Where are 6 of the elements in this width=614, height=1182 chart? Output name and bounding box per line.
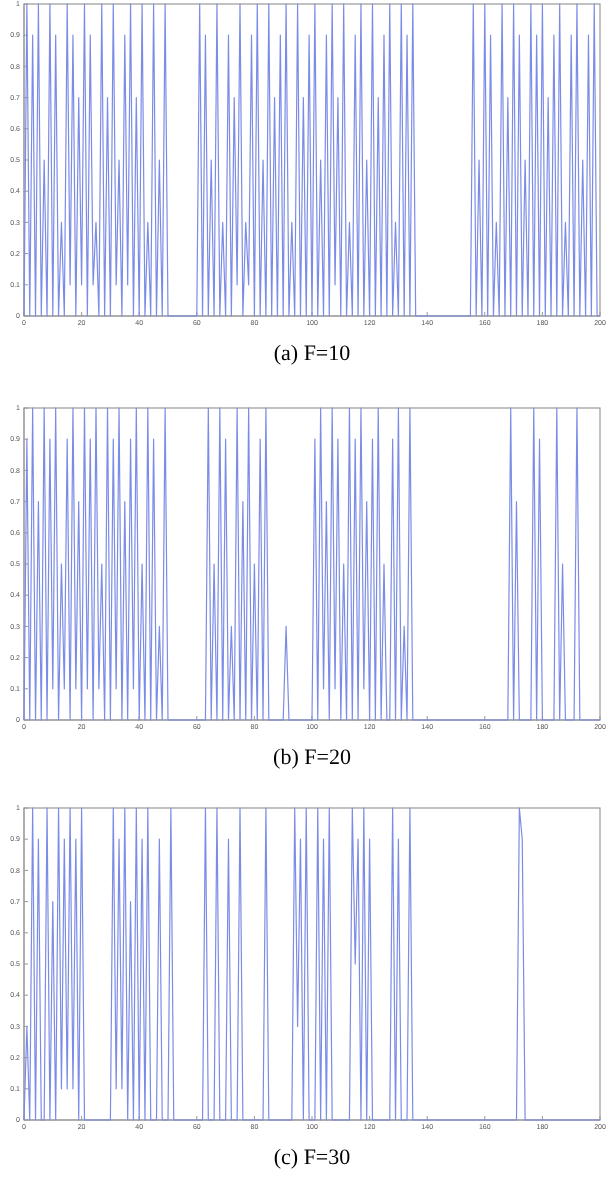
line-series <box>23 807 601 1121</box>
text: (c) F=30 <box>273 1146 352 1170</box>
text: (a) F=10 <box>273 342 352 366</box>
line-series <box>23 3 601 317</box>
line-series <box>23 407 601 721</box>
text: (b) F=20 <box>273 746 352 770</box>
